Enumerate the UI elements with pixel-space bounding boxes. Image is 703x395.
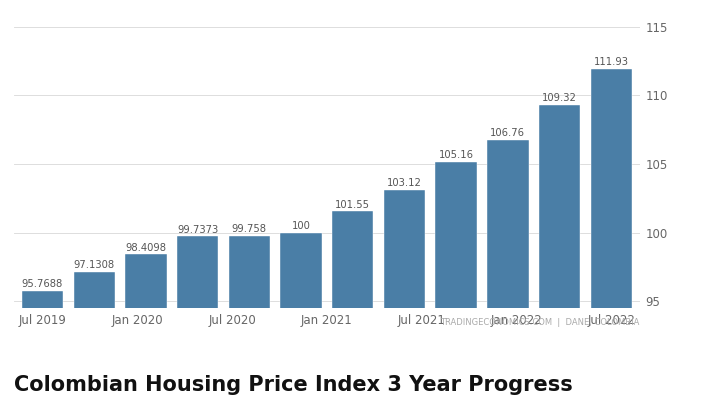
Bar bbox=[332, 211, 373, 395]
Text: 106.76: 106.76 bbox=[491, 128, 525, 138]
Text: 109.32: 109.32 bbox=[542, 93, 577, 103]
Text: 98.4098: 98.4098 bbox=[125, 243, 167, 253]
Bar bbox=[539, 105, 580, 395]
Text: 95.7688: 95.7688 bbox=[22, 279, 63, 289]
Bar bbox=[177, 236, 219, 395]
Bar bbox=[435, 162, 477, 395]
Text: TRADINGECONOMICS.COM  |  DANE, COLOMBIA: TRADINGECONOMICS.COM | DANE, COLOMBIA bbox=[440, 318, 640, 327]
Text: 105.16: 105.16 bbox=[439, 150, 474, 160]
Text: 103.12: 103.12 bbox=[387, 178, 422, 188]
Text: 100: 100 bbox=[292, 221, 311, 231]
Bar bbox=[591, 69, 632, 395]
Bar bbox=[487, 140, 529, 395]
Text: 111.93: 111.93 bbox=[594, 57, 628, 67]
Bar bbox=[228, 236, 270, 395]
Bar bbox=[125, 254, 167, 395]
Bar bbox=[74, 272, 115, 395]
Text: Colombian Housing Price Index 3 Year Progress: Colombian Housing Price Index 3 Year Pro… bbox=[14, 375, 573, 395]
Text: 99.7373: 99.7373 bbox=[177, 225, 218, 235]
Text: 101.55: 101.55 bbox=[335, 200, 370, 210]
Text: 99.758: 99.758 bbox=[232, 224, 267, 234]
Bar bbox=[22, 291, 63, 395]
Bar bbox=[384, 190, 425, 395]
Text: 97.1308: 97.1308 bbox=[74, 260, 115, 270]
Bar bbox=[280, 233, 322, 395]
